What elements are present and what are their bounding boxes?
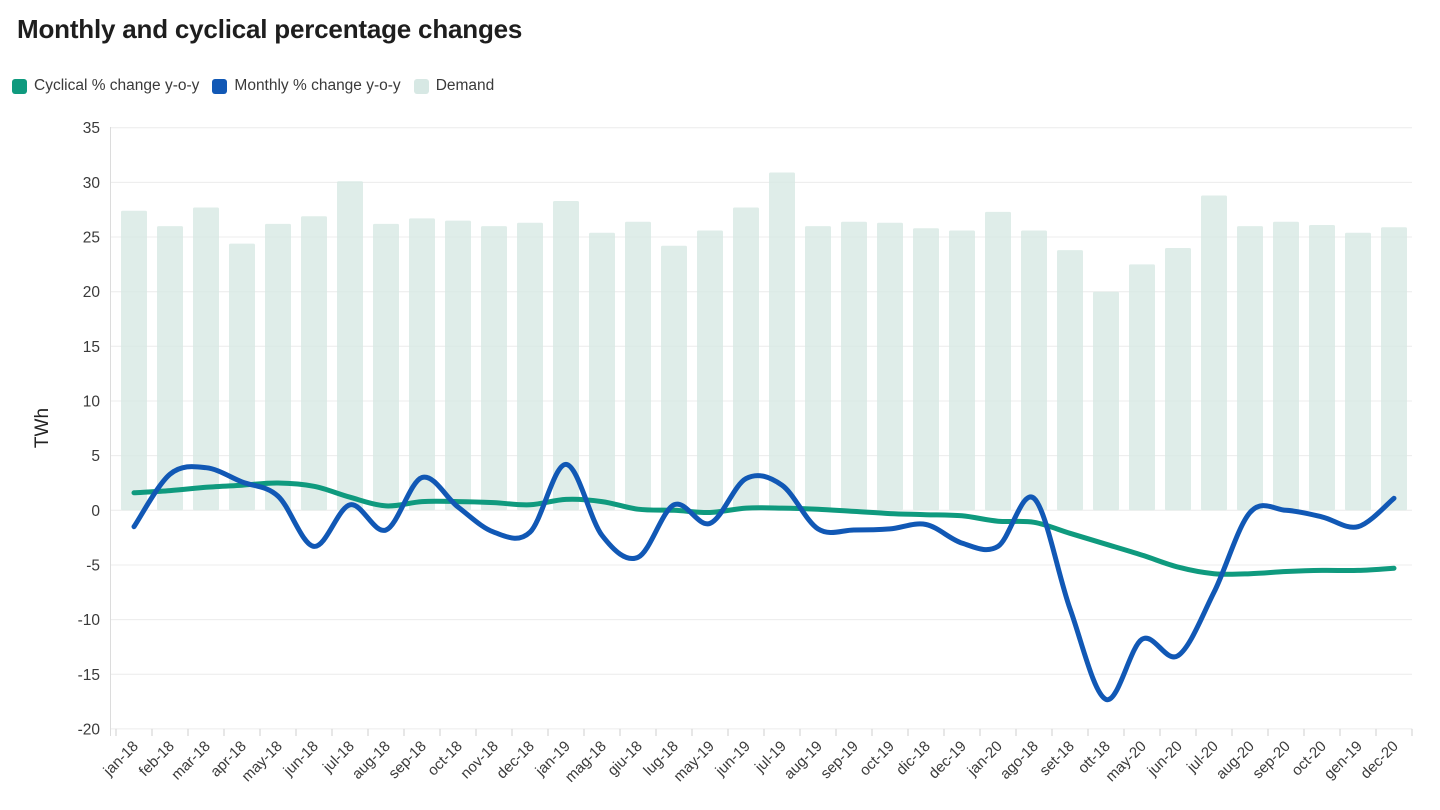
demand-bar[interactable] — [1381, 227, 1407, 511]
monthly-line — [131, 461, 1397, 702]
legend-swatch-demand — [413, 78, 429, 94]
y-axis-tick-label: -5 — [86, 558, 100, 575]
x-axis-labels: jan-18feb-18mar-18apr-18may-18jun-18jul-… — [100, 738, 1402, 786]
demand-bar[interactable] — [697, 230, 723, 511]
y-axis-tick-label: -15 — [78, 667, 100, 684]
demand-bar[interactable] — [1165, 248, 1191, 511]
x-axis-label: jan-18 — [100, 738, 142, 780]
demand-bar[interactable] — [1201, 195, 1227, 511]
y-axis-tick-label: 20 — [83, 284, 101, 301]
x-axis-label: jun-19 — [712, 738, 754, 780]
demand-bar[interactable] — [1057, 250, 1083, 511]
y-axis-title: TWh — [32, 408, 53, 448]
x-axis-label: aug-20 — [1213, 738, 1258, 783]
demand-bar[interactable] — [1021, 230, 1047, 511]
demand-bar[interactable] — [985, 211, 1011, 511]
demand-bar[interactable] — [841, 221, 867, 511]
demand-bar[interactable] — [337, 181, 363, 511]
x-axis-label: dec-18 — [493, 738, 537, 782]
x-axis-label: jun-18 — [280, 738, 322, 780]
y-axis-tick-label: 25 — [83, 230, 100, 247]
y-axis-tick-label: 30 — [83, 175, 101, 192]
legend-label-cyclical: Cyclical % change y-o-y — [34, 77, 200, 94]
x-axis-label: may-19 — [670, 738, 717, 785]
x-axis-label: oct-19 — [856, 738, 898, 780]
y-axis-tick-label: 35 — [83, 120, 100, 137]
demand-bar[interactable] — [1129, 264, 1155, 511]
x-axis-label: sep-20 — [1249, 738, 1293, 782]
demand-bar[interactable] — [769, 172, 795, 511]
legend-item-demand[interactable]: Demand — [413, 77, 495, 95]
demand-bars — [121, 172, 1407, 511]
demand-bar[interactable] — [121, 210, 147, 511]
demand-bar[interactable] — [553, 201, 579, 511]
demand-bar[interactable] — [913, 228, 939, 511]
x-axis-label: mar-18 — [168, 738, 214, 784]
demand-bar[interactable] — [229, 243, 255, 511]
x-axis-label: ago-18 — [997, 738, 1042, 783]
demand-bar[interactable] — [193, 207, 219, 511]
demand-bar[interactable] — [445, 220, 471, 511]
demand-bar[interactable] — [949, 230, 975, 511]
x-axis-label: aug-19 — [781, 738, 826, 783]
x-axis-label: aug-18 — [349, 738, 394, 783]
x-axis-label: sep-19 — [817, 738, 861, 782]
legend-label-monthly: Monthly % change y-o-y — [234, 77, 401, 94]
gridlines: 35 30 25 20 15 10 5 0 -5 -10 -15 -20 — [78, 120, 1412, 738]
legend: Cyclical % change y-o-y Monthly % change… — [12, 77, 494, 95]
axes — [110, 127, 1413, 736]
demand-bar[interactable] — [805, 226, 831, 511]
demand-bar[interactable] — [517, 222, 543, 511]
x-axis-label: sep-18 — [385, 738, 429, 782]
series-lines — [131, 461, 1397, 702]
demand-bar[interactable] — [1273, 221, 1299, 511]
x-axis-label: may-18 — [238, 738, 285, 785]
demand-bar[interactable] — [1237, 226, 1263, 511]
legend-item-cyclical[interactable]: Cyclical % change y-o-y — [12, 77, 199, 95]
demand-bar[interactable] — [409, 218, 435, 511]
x-axis-label: giu-18 — [604, 738, 646, 780]
demand-bar[interactable] — [589, 232, 615, 511]
chart-title: Monthly and cyclical percentage changes — [17, 14, 523, 44]
x-axis-label: mag-18 — [562, 738, 610, 786]
demand-bar[interactable] — [265, 223, 291, 511]
demand-bar[interactable] — [661, 245, 687, 511]
x-axis-label: may-20 — [1102, 738, 1149, 785]
y-axis-tick-label: -20 — [78, 721, 101, 738]
legend-swatch-monthly — [212, 78, 228, 94]
x-axis-label: dec-19 — [925, 738, 969, 782]
demand-bar[interactable] — [877, 222, 903, 511]
demand-bar[interactable] — [1309, 225, 1335, 511]
demand-bar[interactable] — [1345, 232, 1371, 511]
y-axis-tick-label: 15 — [83, 339, 100, 356]
x-axis-label: gen-19 — [1321, 738, 1366, 783]
x-axis-label: nov-18 — [457, 738, 501, 782]
y-axis-tick-label: 5 — [91, 448, 100, 465]
legend-swatch-cyclical — [12, 78, 27, 94]
x-axis-label: dec-20 — [1357, 738, 1401, 782]
legend-item-monthly[interactable]: Monthly % change y-o-y — [212, 77, 401, 95]
demand-bar[interactable] — [157, 226, 183, 511]
cyclical-line — [131, 480, 1397, 577]
demand-bar[interactable] — [373, 223, 399, 511]
demand-bar[interactable] — [301, 216, 327, 511]
y-axis-tick-label: -10 — [78, 612, 101, 629]
demand-bar[interactable] — [733, 207, 759, 511]
legend-label-demand: Demand — [435, 77, 495, 94]
x-axis-label: set-18 — [1036, 738, 1078, 780]
demand-bar[interactable] — [1093, 291, 1119, 511]
demand-bar[interactable] — [625, 221, 651, 511]
y-axis-tick-label: 0 — [91, 503, 100, 520]
demand-bar[interactable] — [481, 226, 507, 511]
x-axis-label: jun-20 — [1144, 738, 1186, 780]
y-axis-tick-label: 10 — [83, 394, 101, 411]
